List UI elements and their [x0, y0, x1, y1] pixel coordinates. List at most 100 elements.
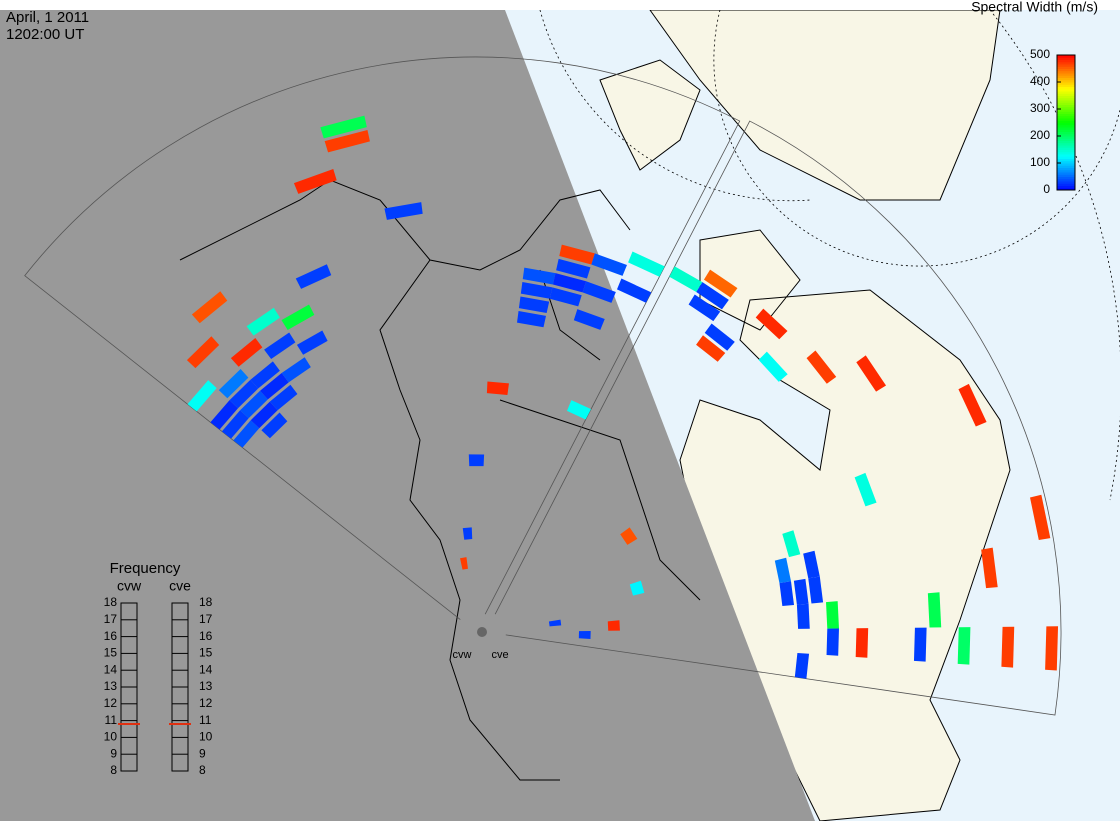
radar-cell	[559, 244, 595, 265]
colorbar-step	[1057, 100, 1075, 103]
radar-cell	[855, 628, 869, 658]
frequency-radar-name: cve	[169, 578, 191, 594]
radar-cell	[250, 401, 278, 429]
colorbar-step	[1057, 156, 1075, 159]
radar-cell	[221, 410, 249, 439]
colorbar-step	[1057, 138, 1075, 141]
colorbar-step	[1057, 104, 1075, 108]
frequency-tick-label: 15	[104, 646, 118, 660]
frequency-tick-label: 16	[199, 629, 213, 643]
colorbar-step	[1057, 73, 1075, 76]
colorbar-step	[1057, 181, 1075, 184]
radar-cell	[295, 264, 332, 289]
radar-cell	[269, 384, 298, 411]
colorbar-step	[1057, 149, 1075, 153]
colorbar-step	[1057, 131, 1075, 135]
colorbar-step	[1057, 127, 1075, 130]
colorbar-step	[1057, 183, 1075, 186]
radar-cell	[826, 601, 839, 629]
radar-cell	[218, 368, 249, 399]
colorbar-tick-label: 500	[1030, 47, 1050, 61]
colorbar-step	[1057, 66, 1075, 69]
colorbar-tick-label: 100	[1030, 155, 1050, 169]
radar-cell	[230, 337, 263, 367]
frequency-tick-label: 9	[110, 746, 117, 760]
frequency-tick-label: 12	[104, 696, 118, 710]
radar-cell	[552, 273, 587, 293]
colorbar-step	[1057, 77, 1075, 81]
radar-cell	[794, 653, 810, 679]
date: April, 1 2011	[6, 9, 89, 26]
radar-cell	[281, 357, 311, 383]
radar-cell	[758, 351, 788, 382]
radar-cell	[582, 281, 616, 303]
colorbar-step	[1057, 86, 1075, 90]
colorbar-step	[1057, 111, 1075, 114]
frequency-tick-label: 10	[104, 730, 118, 744]
frequency-radar-name: cvw	[117, 578, 142, 594]
colorbar-step	[1057, 187, 1075, 191]
colorbar-step	[1057, 68, 1075, 72]
colorbar-step	[1057, 88, 1075, 92]
colorbar-step	[1057, 185, 1075, 189]
radar-cell	[1001, 626, 1015, 668]
frequency-tick-label: 8	[199, 763, 206, 777]
colorbar-step	[1057, 158, 1075, 162]
radar-cell	[704, 323, 735, 351]
colorbar-step	[1057, 75, 1075, 78]
radar-cell	[293, 169, 337, 194]
colorbar-step	[1057, 145, 1075, 148]
frequency-tick-label: 12	[199, 696, 213, 710]
sunlit-land	[599, 9, 1011, 821]
radar-cell	[629, 580, 645, 596]
colorbar-step	[1057, 59, 1075, 63]
colorbar-step	[1057, 133, 1075, 137]
radar-cell	[779, 581, 795, 607]
radar-cell	[517, 311, 547, 328]
radar-cell	[696, 335, 726, 362]
colorbar-step	[1057, 79, 1075, 83]
frequency-tick-label: 17	[199, 612, 213, 626]
radar-cell	[591, 253, 627, 276]
radar-cell	[782, 530, 801, 558]
radar-cell	[669, 266, 703, 293]
colorbar-step	[1057, 169, 1075, 173]
radar-cell	[240, 390, 268, 419]
colorbar-tick-label: 400	[1030, 74, 1050, 88]
frequency-tick-label: 16	[104, 629, 118, 643]
colorbar-frame	[1056, 54, 1076, 191]
colorbar-step	[1057, 82, 1075, 85]
colorbar-step	[1057, 57, 1075, 60]
radar-cell	[229, 379, 259, 409]
radar-cell	[793, 578, 809, 605]
colorbar-step	[1057, 55, 1075, 58]
radar-cell	[264, 332, 296, 360]
colorbar-step	[1057, 115, 1075, 119]
radar-cell	[281, 304, 315, 330]
colorbar-step	[1057, 154, 1075, 157]
colorbar-step	[1057, 174, 1075, 177]
radar-cell	[1045, 626, 1059, 671]
radar-cell	[260, 373, 289, 400]
radar-cell	[628, 251, 665, 277]
radar-cell	[803, 550, 820, 579]
colorbar-step	[1057, 136, 1075, 139]
radar-cell	[958, 383, 987, 427]
colorbar-step	[1057, 176, 1075, 180]
radar-cell	[826, 628, 839, 656]
radar-cell	[796, 603, 810, 629]
frequency-title: Frequency	[110, 560, 181, 577]
colorbar-step	[1057, 91, 1075, 94]
frequency-tick-label: 14	[199, 662, 213, 676]
colorbar-step	[1057, 178, 1075, 182]
radar-cell	[573, 309, 605, 330]
colorbar-step	[1057, 140, 1075, 144]
colorbar-step	[1057, 122, 1075, 126]
colorbar-step	[1057, 109, 1075, 112]
colorbar-step	[1057, 106, 1075, 110]
colorbar-step	[1057, 84, 1075, 87]
frequency-tick-label: 13	[104, 679, 118, 693]
colorbar-step	[1057, 172, 1075, 175]
colorbar-step	[1057, 129, 1075, 132]
